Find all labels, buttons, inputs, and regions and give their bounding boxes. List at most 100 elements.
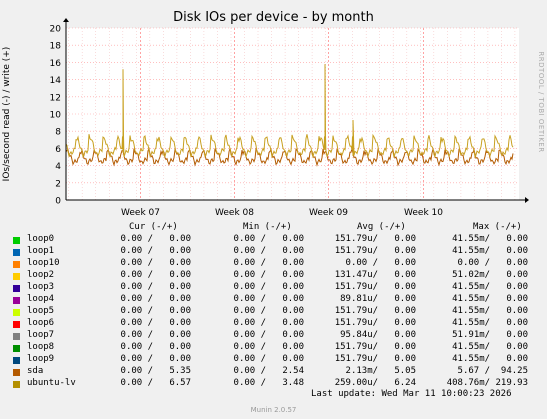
legend-avg-value: 259.00u/ 6.24 <box>334 378 416 388</box>
legend-avg-value: 0.00 / 0.00 <box>345 258 416 268</box>
legend-cur-value: 0.00 / 0.00 <box>120 318 191 328</box>
y-tick-label: 10 <box>50 111 62 121</box>
legend-cur-value: 0.00 / 0.00 <box>120 330 191 340</box>
chart-title: Disk IOs per device - by month <box>173 10 374 25</box>
legend-series-name: ubuntu-lv <box>27 378 76 388</box>
legend-min-value: 0.00 / 0.00 <box>233 258 304 268</box>
legend-avg-value: 89.81u/ 0.00 <box>340 294 416 304</box>
legend-min-value: 0.00 / 2.54 <box>233 366 304 376</box>
legend-min-value: 0.00 / 0.00 <box>233 342 304 352</box>
legend-max-value: 41.55m/ 0.00 <box>452 234 528 244</box>
legend-avg-value: 151.79u/ 0.00 <box>334 234 416 244</box>
legend-series-name: loop9 <box>27 354 55 364</box>
legend-row-loop8: loop8 0.00 / 0.00 0.00 / 0.00 151.79u/ 0.00… <box>0 342 547 354</box>
legend-series-name: sda <box>27 366 44 376</box>
legend-max-value: 41.55m/ 0.00 <box>452 342 528 352</box>
legend-row-loop7: loop7 0.00 / 0.00 0.00 / 0.00 95.84u/ 0.00 5… <box>0 330 547 342</box>
legend-min-value: 0.00 / 0.00 <box>233 270 304 280</box>
y-tick-label: 8 <box>55 128 61 138</box>
legend-swatch <box>13 321 20 328</box>
legend-min-value: 0.00 / 3.48 <box>233 378 304 388</box>
legend-row-loop10: loop10 0.00 / 0.00 0.00 / 0.00 0.00 / 0.00 0… <box>0 258 547 270</box>
legend-series-name: loop10 <box>27 258 60 268</box>
legend-max-value: 41.55m/ 0.00 <box>452 318 528 328</box>
legend-max-value: 5.67 / 94.25 <box>457 366 528 376</box>
x-tick-label: Week 09 <box>309 208 348 218</box>
legend-series-name: loop6 <box>27 318 55 328</box>
legend-header-avg: Avg (-/+) <box>357 222 406 232</box>
y-tick-label: 16 <box>50 59 62 69</box>
legend-avg-value: 151.79u/ 0.00 <box>334 282 416 292</box>
legend-min-value: 0.00 / 0.00 <box>233 354 304 364</box>
legend-row-loop5: loop5 0.00 / 0.00 0.00 / 0.00 151.79u/ 0.00… <box>0 306 547 318</box>
legend-row-sda: sda 0.00 / 5.35 0.00 / 2.54 2.13m/ 5.05 5.67… <box>0 366 547 378</box>
x-tick-label: Week 08 <box>215 208 254 218</box>
legend-series-name: loop2 <box>27 270 55 280</box>
legend-swatch <box>13 285 20 292</box>
legend-swatch <box>13 333 20 340</box>
legend-swatch <box>13 369 20 376</box>
y-tick-label: 6 <box>55 145 61 155</box>
legend-max-value: 41.55m/ 0.00 <box>452 306 528 316</box>
legend-avg-value: 2.13m/ 5.05 <box>345 366 416 376</box>
rrdtool-credit: RRDTOOL / TOBI OETIKER <box>537 51 545 153</box>
legend-row-loop2: loop2 0.00 / 0.00 0.00 / 0.00 131.47u/ 0.00… <box>0 270 547 282</box>
legend-row-loop0: loop0 0.00 / 0.00 0.00 / 0.00 151.79u/ 0.00… <box>0 234 547 246</box>
y-tick-label: 2 <box>55 179 61 189</box>
legend-min-value: 0.00 / 0.00 <box>233 282 304 292</box>
legend-swatch <box>13 297 20 304</box>
y-tick-label: 12 <box>50 93 61 103</box>
legend-avg-value: 95.84u/ 0.00 <box>340 330 416 340</box>
legend-swatch <box>13 357 20 364</box>
legend-max-value: 51.02m/ 0.00 <box>452 270 528 280</box>
legend-min-value: 0.00 / 0.00 <box>233 246 304 256</box>
series-line-sda <box>65 146 514 167</box>
x-axis-arrow-icon <box>525 197 529 203</box>
legend-avg-value: 151.79u/ 0.00 <box>334 318 416 328</box>
y-tick-label: 18 <box>50 42 62 52</box>
legend-series-name: loop8 <box>27 342 55 352</box>
legend-swatch <box>13 261 20 268</box>
legend-row-loop1: loop1 0.00 / 0.00 0.00 / 0.00 151.79u/ 0.00… <box>0 246 547 258</box>
legend-max-value: 0.00 / 0.00 <box>457 258 528 268</box>
x-tick-label: Week 10 <box>404 208 443 218</box>
y-tick-label: 0 <box>55 197 61 207</box>
legend-avg-value: 151.79u/ 0.00 <box>334 246 416 256</box>
legend-cur-value: 0.00 / 0.00 <box>120 342 191 352</box>
last-update: Last update: Wed Mar 11 10:00:23 2026 <box>311 389 512 399</box>
legend-min-value: 0.00 / 0.00 <box>233 318 304 328</box>
y-tick-label: 20 <box>50 25 62 35</box>
legend-row-loop9: loop9 0.00 / 0.00 0.00 / 0.00 151.79u/ 0.00… <box>0 354 547 366</box>
legend-series-name: loop7 <box>27 330 55 340</box>
legend-series-name: loop3 <box>27 282 55 292</box>
legend-cur-value: 0.00 / 0.00 <box>120 234 191 244</box>
legend-header-max: Max (-/+) <box>473 222 522 232</box>
series-line-ubuntu-lv <box>65 64 514 159</box>
legend-series-name: loop1 <box>27 246 55 256</box>
legend-row-loop6: loop6 0.00 / 0.00 0.00 / 0.00 151.79u/ 0.00… <box>0 318 547 330</box>
legend-min-value: 0.00 / 0.00 <box>233 294 304 304</box>
legend-series-name: loop4 <box>27 294 55 304</box>
legend-cur-value: 0.00 / 0.00 <box>120 258 191 268</box>
legend-header-min: Min (-/+) <box>243 222 292 232</box>
legend-max-value: 41.55m/ 0.00 <box>452 294 528 304</box>
plot-area <box>66 28 519 200</box>
legend-row-ubuntu-lv: ubuntu-lv 0.00 / 6.57 0.00 / 3.48 259.00u/ … <box>0 378 547 390</box>
legend-cur-value: 0.00 / 0.00 <box>120 354 191 364</box>
legend-header-cur: Cur (-/+) <box>129 222 178 232</box>
legend-min-value: 0.00 / 0.00 <box>233 234 304 244</box>
y-axis-label: IOs/second read (-) / write (+) <box>2 46 12 182</box>
legend-swatch <box>13 309 20 316</box>
legend-avg-value: 151.79u/ 0.00 <box>334 306 416 316</box>
legend-swatch <box>13 345 20 352</box>
x-tick-label: Week 07 <box>121 208 160 218</box>
legend-swatch <box>13 381 20 388</box>
legend-swatch <box>13 249 20 256</box>
legend-row-loop3: loop3 0.00 / 0.00 0.00 / 0.00 151.79u/ 0.00… <box>0 282 547 294</box>
legend-max-value: 41.55m/ 0.00 <box>452 282 528 292</box>
legend-max-value: 51.91m/ 0.00 <box>452 330 528 340</box>
legend-table: Cur (-/+) Min (-/+) Avg (-/+) Max (-/+) … <box>0 222 547 388</box>
y-tick-label: 14 <box>50 76 62 86</box>
munin-version: Munin 2.0.57 <box>250 406 297 414</box>
